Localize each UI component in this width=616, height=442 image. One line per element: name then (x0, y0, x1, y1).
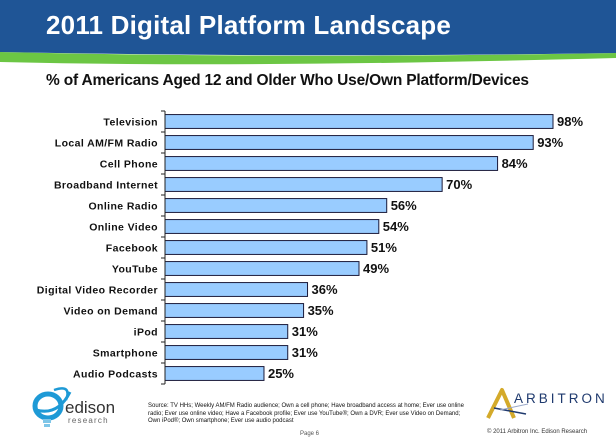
value-label: 49% (363, 261, 389, 276)
arbitron-a-icon (486, 388, 529, 419)
category-label: Online Radio (88, 200, 158, 212)
chart-subtitle: % of Americans Aged 12 and Older Who Use… (46, 72, 529, 89)
bar (164, 261, 360, 276)
bar (164, 156, 499, 171)
value-label: 93% (537, 135, 563, 150)
value-label: 84% (502, 156, 528, 171)
category-label: Smartphone (93, 347, 158, 359)
value-label: 31% (292, 324, 318, 339)
bar (164, 240, 368, 255)
bar (164, 177, 443, 192)
edison-research-logo: edison research (32, 387, 115, 427)
bar (164, 114, 554, 129)
category-label: Television (103, 116, 158, 128)
category-label: Online Video (89, 221, 158, 233)
bar (164, 303, 305, 318)
y-axis (161, 110, 166, 385)
category-label: Cell Phone (100, 158, 158, 170)
arbitron-logo: ARBITRON (486, 388, 608, 419)
value-label: 25% (268, 366, 294, 381)
bar (164, 324, 289, 339)
bar (164, 198, 388, 213)
value-label: 51% (371, 240, 397, 255)
category-label: Local AM/FM Radio (55, 137, 158, 149)
header-green-swoosh (0, 52, 616, 65)
category-label: iPod (134, 326, 158, 338)
category-label: YouTube (112, 263, 158, 275)
category-label: Audio Podcasts (73, 368, 158, 380)
value-label: 36% (312, 282, 338, 297)
bars (164, 114, 554, 381)
bar (164, 366, 265, 381)
bar (164, 345, 289, 360)
value-label: 31% (292, 345, 318, 360)
value-label: 70% (446, 177, 472, 192)
category-label: Video on Demand (64, 305, 159, 317)
research-wordmark: research (68, 416, 109, 425)
bar (164, 282, 309, 297)
value-label: 56% (391, 198, 417, 213)
edison-wordmark: edison (65, 398, 115, 417)
header-blue-band (0, 0, 616, 56)
page-number: Page 6 (300, 431, 320, 437)
bar (164, 135, 534, 150)
bar (164, 219, 380, 234)
category-label: Digital Video Recorder (37, 284, 158, 296)
header-band (0, 0, 616, 65)
category-label: Facebook (106, 242, 158, 254)
category-labels: Television Local AM/FM Radio Cell Phone Bro… (37, 116, 158, 380)
value-label: 98% (557, 114, 583, 129)
source-note: Source: TV HHs; Weekly AM/FM Radio audie… (148, 403, 464, 424)
category-label: Broadband Internet (54, 179, 158, 191)
slide-title: 2011 Digital Platform Landscape (46, 10, 452, 40)
copyright: © 2011 Arbitron Inc. Edison Research (487, 429, 588, 435)
lightbulb-swoosh-icon (32, 387, 72, 427)
bar-chart: Television Local AM/FM Radio Cell Phone Bro… (37, 110, 583, 385)
value-labels: 98% 93% 84% 70% 56% 54% 51% 49% 36% 35% 31% 31% 25% (268, 114, 583, 381)
arbitron-wordmark: ARBITRON (514, 391, 608, 406)
value-label: 54% (383, 219, 409, 234)
value-label: 35% (308, 303, 334, 318)
